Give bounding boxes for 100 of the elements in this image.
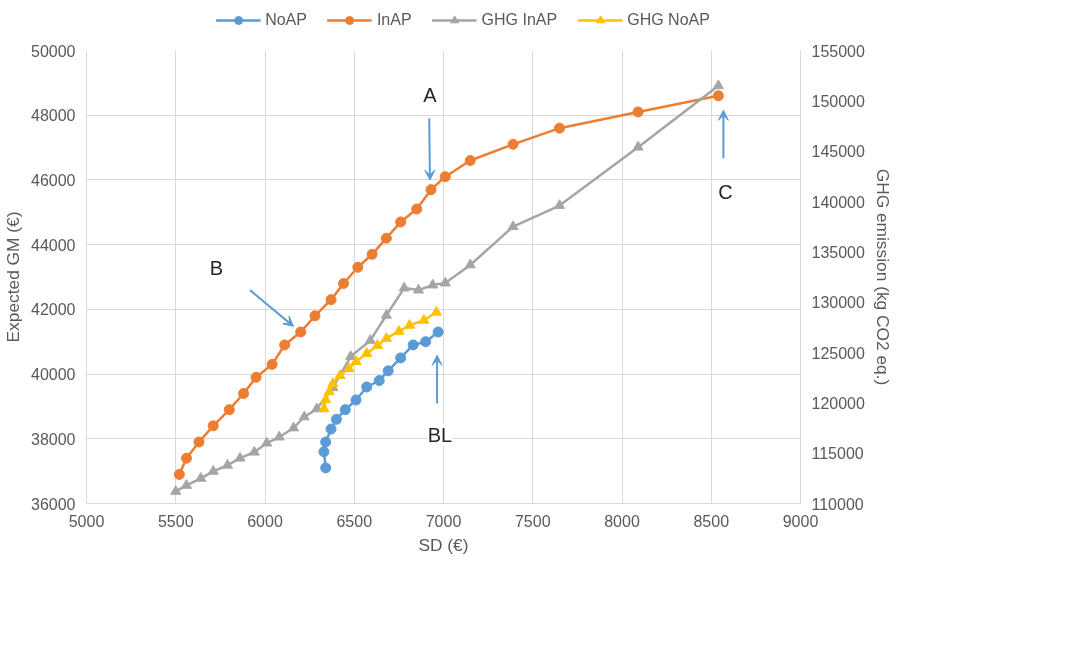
point bbox=[418, 314, 430, 324]
point bbox=[288, 421, 300, 432]
point bbox=[432, 326, 444, 338]
x-tick-label: 5500 bbox=[157, 512, 194, 530]
point bbox=[325, 423, 337, 435]
point bbox=[632, 140, 644, 151]
point bbox=[173, 468, 185, 480]
point bbox=[380, 232, 392, 244]
legend-label: InAP bbox=[376, 11, 412, 29]
y2-axis-title: GHG emission (kg CO2 eq.) bbox=[872, 168, 893, 386]
point bbox=[361, 381, 373, 393]
x-tick-label: 8000 bbox=[604, 512, 640, 530]
x-tick-label: 7000 bbox=[425, 512, 462, 530]
y-tick-label: 36000 bbox=[31, 495, 76, 513]
point bbox=[427, 278, 439, 289]
y2-tick-label: 150000 bbox=[811, 92, 865, 110]
annotation: A bbox=[423, 84, 438, 107]
y2-tick-label: 120000 bbox=[811, 394, 865, 412]
y-tick-label: 38000 bbox=[31, 430, 76, 448]
point bbox=[309, 310, 321, 322]
x-tick-label: 9000 bbox=[782, 512, 819, 530]
point bbox=[261, 436, 273, 447]
x-tick-label: 6500 bbox=[336, 512, 373, 530]
point bbox=[393, 325, 405, 335]
point bbox=[373, 375, 385, 387]
point bbox=[554, 122, 566, 134]
point bbox=[339, 404, 351, 416]
y-tick-label: 40000 bbox=[31, 366, 76, 384]
point bbox=[439, 276, 451, 287]
point bbox=[334, 369, 346, 380]
point bbox=[279, 339, 291, 351]
point bbox=[404, 319, 416, 329]
annotation: B bbox=[209, 257, 224, 280]
y2-tick-label: 140000 bbox=[811, 193, 865, 211]
point bbox=[712, 90, 724, 102]
annotation: BL bbox=[427, 424, 453, 447]
y2-tick-label: 115000 bbox=[811, 445, 864, 463]
x-tick-label: 8500 bbox=[693, 512, 730, 530]
point bbox=[439, 171, 451, 183]
point bbox=[430, 305, 442, 316]
y2-tick-label: 125000 bbox=[811, 344, 865, 362]
point bbox=[398, 281, 410, 292]
y2-tick-label: 155000 bbox=[811, 42, 865, 60]
point bbox=[180, 452, 192, 464]
x-tick-label: 6000 bbox=[247, 512, 283, 530]
y-tick-label: 48000 bbox=[31, 107, 76, 125]
point bbox=[371, 339, 383, 349]
point bbox=[295, 326, 307, 338]
x-tick-label: 5000 bbox=[68, 512, 105, 530]
point bbox=[193, 436, 205, 448]
point bbox=[380, 308, 392, 319]
point bbox=[238, 388, 250, 399]
point bbox=[325, 294, 337, 306]
point bbox=[411, 203, 423, 215]
y2-tick-label: 110000 bbox=[811, 495, 864, 513]
point bbox=[327, 377, 339, 388]
point bbox=[350, 394, 362, 406]
legend-label: NoAP bbox=[265, 11, 307, 29]
point bbox=[318, 402, 330, 413]
y2-tick-label: 135000 bbox=[811, 243, 865, 261]
annotation: C bbox=[718, 180, 733, 203]
y-axis-title: Expected GM (€) bbox=[3, 211, 24, 343]
point bbox=[464, 258, 476, 269]
point bbox=[413, 283, 425, 294]
point bbox=[223, 404, 235, 416]
point bbox=[507, 138, 519, 150]
point bbox=[352, 261, 364, 273]
point bbox=[320, 393, 332, 404]
point bbox=[248, 445, 260, 456]
y-tick-label: 44000 bbox=[31, 236, 76, 254]
point bbox=[554, 199, 566, 209]
point bbox=[507, 220, 519, 231]
y2-tick-label: 145000 bbox=[811, 143, 865, 161]
legend-label: GHG InAP bbox=[481, 11, 558, 29]
point bbox=[273, 430, 285, 441]
legend-label: GHG NoAP bbox=[627, 11, 710, 29]
point bbox=[323, 385, 335, 396]
point bbox=[170, 485, 182, 495]
point bbox=[343, 362, 355, 372]
point bbox=[222, 458, 234, 469]
point bbox=[298, 410, 310, 421]
y-tick-label: 46000 bbox=[31, 171, 76, 189]
x-tick-label: 7500 bbox=[514, 512, 551, 530]
point bbox=[366, 248, 378, 260]
point bbox=[380, 332, 392, 342]
point bbox=[195, 472, 207, 482]
point bbox=[207, 465, 219, 475]
y-tick-label: 42000 bbox=[31, 301, 76, 319]
point bbox=[207, 420, 219, 432]
point bbox=[320, 462, 332, 474]
point bbox=[382, 365, 394, 377]
point bbox=[338, 277, 350, 289]
point bbox=[364, 334, 376, 344]
point bbox=[425, 184, 437, 196]
point bbox=[266, 358, 278, 370]
point bbox=[250, 371, 262, 383]
y2-tick-label: 130000 bbox=[811, 294, 865, 312]
point bbox=[234, 451, 246, 462]
point bbox=[350, 355, 362, 365]
point bbox=[407, 339, 419, 351]
